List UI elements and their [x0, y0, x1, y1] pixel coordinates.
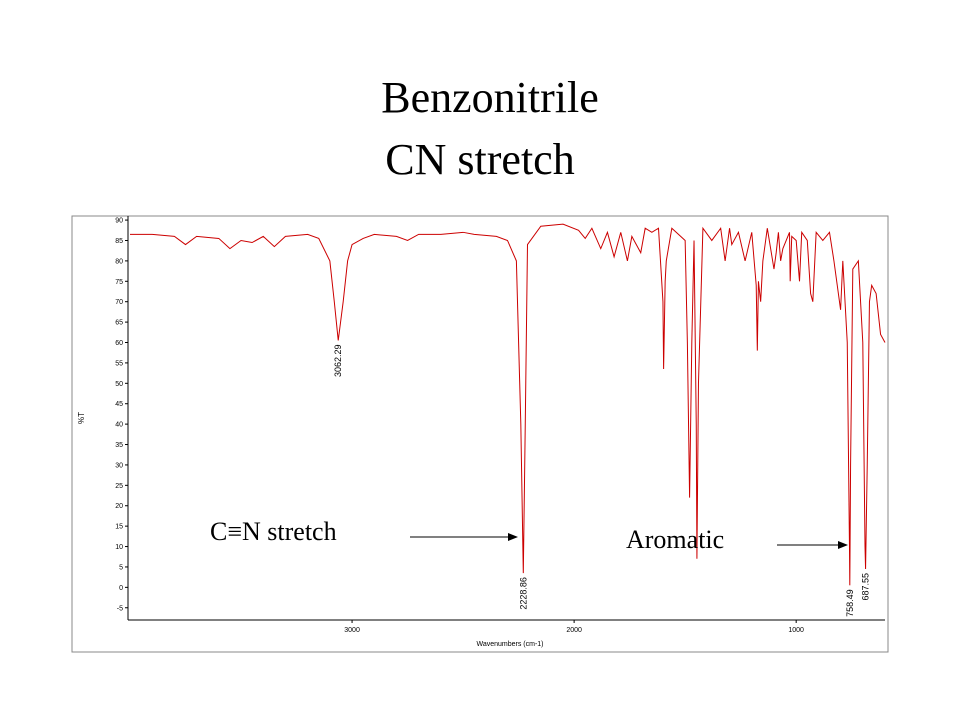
chart-frame	[71, 215, 889, 653]
y-tick-label: 70	[115, 299, 123, 306]
arrowhead	[838, 541, 848, 549]
y-tick-label: -5	[117, 605, 123, 612]
y-tick-label: 50	[115, 381, 123, 388]
y-tick-label: 65	[115, 320, 123, 327]
y-tick-label: 15	[115, 524, 123, 531]
y-tick-label: 30	[115, 462, 123, 469]
y-tick-label: 45	[115, 401, 123, 408]
y-tick-label: 0	[119, 585, 123, 592]
y-tick-label: 75	[115, 279, 123, 286]
y-tick-label: 5	[119, 564, 123, 571]
annotation: Aromatic	[626, 525, 724, 554]
y-tick-label: 55	[115, 360, 123, 367]
spectrum-line	[130, 223, 886, 586]
y-tick-label: 25	[115, 483, 123, 490]
y-tick-label: 85	[115, 238, 123, 245]
subtitle: CN stretch	[385, 135, 574, 184]
arrowhead	[508, 533, 518, 541]
peak-label: 3062.29	[333, 344, 343, 377]
y-tick-label: 60	[115, 340, 123, 347]
x-tick-label: 3000	[344, 627, 360, 634]
annotation: C≡N stretch	[210, 517, 337, 546]
y-tick-label: 90	[115, 218, 123, 225]
y-tick-label: 20	[115, 503, 123, 510]
y-axis-label: %T	[77, 412, 86, 424]
peak-label: 758.49	[845, 589, 855, 617]
x-axis-label: Wavenumbers (cm-1)	[476, 641, 543, 648]
y-tick-label: 80	[115, 258, 123, 265]
y-tick-label: 10	[115, 544, 123, 551]
x-tick-label: 1000	[788, 627, 804, 634]
peak-label: 2228.86	[518, 577, 528, 610]
y-tick-label: 40	[115, 422, 123, 429]
peak-label: 687.55	[861, 573, 871, 601]
x-tick-label: 2000	[566, 627, 582, 634]
title: Benzonitrile	[381, 73, 599, 122]
y-tick-label: 35	[115, 442, 123, 449]
